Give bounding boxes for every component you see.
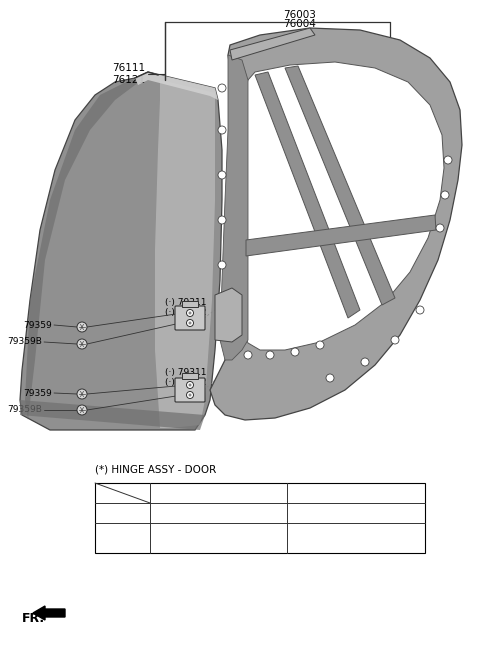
Circle shape [444, 156, 452, 164]
Polygon shape [182, 373, 198, 379]
Circle shape [436, 224, 444, 232]
FancyBboxPatch shape [175, 378, 205, 402]
Text: (*) HINGE ASSY - DOOR: (*) HINGE ASSY - DOOR [95, 465, 216, 475]
Polygon shape [20, 72, 222, 430]
Text: LH: LH [116, 508, 129, 518]
Polygon shape [182, 301, 198, 307]
Polygon shape [230, 28, 315, 60]
Polygon shape [20, 400, 205, 430]
Polygon shape [155, 80, 215, 428]
Text: FR.: FR. [22, 611, 45, 625]
Bar [95, 483, 425, 553]
Text: UPR: UPR [208, 488, 229, 498]
Text: 76004: 76004 [284, 19, 316, 29]
Text: 79359B: 79359B [7, 405, 42, 415]
Text: 79359: 79359 [23, 388, 52, 398]
Polygon shape [255, 72, 360, 318]
Circle shape [189, 394, 192, 396]
Circle shape [391, 336, 399, 344]
Text: 79320-2V000: 79320-2V000 [186, 528, 252, 538]
Circle shape [218, 261, 226, 269]
Circle shape [218, 84, 226, 92]
Circle shape [187, 319, 193, 327]
Circle shape [361, 358, 369, 366]
Circle shape [326, 374, 334, 382]
Polygon shape [215, 288, 242, 342]
Circle shape [77, 389, 87, 399]
Polygon shape [210, 28, 462, 420]
Text: LWR: LWR [345, 488, 367, 498]
Circle shape [189, 384, 192, 386]
Circle shape [77, 339, 87, 349]
Text: 79320-2V000: 79320-2V000 [323, 508, 389, 518]
Text: 76003: 76003 [284, 10, 316, 20]
Circle shape [187, 382, 193, 388]
Polygon shape [220, 55, 248, 360]
Circle shape [316, 341, 324, 349]
Polygon shape [242, 62, 444, 350]
Text: 76111: 76111 [112, 63, 145, 73]
Circle shape [291, 348, 299, 356]
Text: 76121: 76121 [112, 75, 145, 85]
Text: 79359: 79359 [23, 321, 52, 329]
Text: (·) 79311: (·) 79311 [165, 298, 206, 308]
Circle shape [218, 126, 226, 134]
Circle shape [77, 405, 87, 415]
Circle shape [187, 392, 193, 398]
Text: RH: RH [115, 528, 130, 538]
FancyBboxPatch shape [175, 306, 205, 330]
FancyArrow shape [33, 606, 65, 620]
Circle shape [218, 216, 226, 224]
Text: 79310-2V000: 79310-2V000 [186, 508, 251, 518]
Circle shape [218, 171, 226, 179]
Circle shape [266, 351, 274, 359]
Text: 79359B: 79359B [7, 337, 42, 346]
Circle shape [416, 306, 424, 314]
Polygon shape [246, 215, 436, 256]
Polygon shape [135, 72, 218, 100]
Text: (·) 79312: (·) 79312 [165, 308, 206, 318]
Text: (·) 79312: (·) 79312 [165, 379, 206, 388]
Circle shape [189, 312, 192, 314]
Text: (·) 79311: (·) 79311 [165, 369, 206, 377]
Circle shape [189, 321, 192, 325]
Circle shape [77, 322, 87, 332]
Circle shape [187, 310, 193, 316]
Polygon shape [25, 78, 145, 420]
Text: 79310-2V000: 79310-2V000 [323, 528, 389, 538]
Circle shape [244, 351, 252, 359]
Polygon shape [285, 66, 395, 305]
Circle shape [441, 191, 449, 199]
